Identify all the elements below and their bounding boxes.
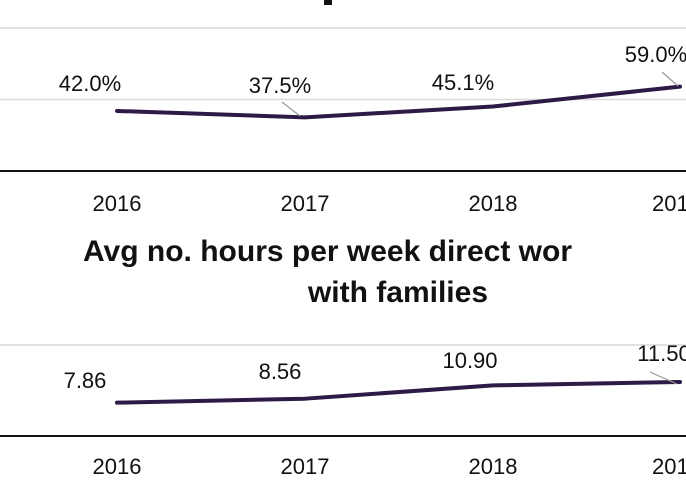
- x-tick-label: 2017: [281, 191, 330, 216]
- label-leader: [661, 71, 679, 87]
- x-tick-label: 2016: [93, 191, 142, 216]
- data-label: 45.1%: [432, 70, 494, 95]
- data-line: [115, 379, 682, 405]
- data-label: 11.50: [637, 341, 686, 366]
- data-line: [115, 84, 682, 120]
- data-label: 37.5%: [249, 73, 311, 98]
- label-leader: [281, 101, 301, 117]
- data-label: 42.0%: [59, 71, 121, 96]
- x-tick-label: 2016: [93, 454, 142, 479]
- chart-title: Avg no. hours per week direct wor: [83, 235, 572, 268]
- x-tick-label: 2018: [469, 191, 518, 216]
- x-tick-label: 201: [652, 191, 686, 216]
- data-label: 59.0%: [625, 42, 686, 67]
- x-tick-label: 2018: [469, 454, 518, 479]
- x-tick-label: 201: [652, 454, 686, 479]
- data-label: 7.86: [64, 368, 107, 393]
- cropped-title-fragment: [324, 0, 332, 5]
- data-label: 10.90: [442, 348, 497, 373]
- x-tick-label: 2017: [281, 454, 330, 479]
- data-label: 8.56: [259, 359, 302, 384]
- label-leader: [649, 371, 678, 385]
- chart-title: with families: [307, 276, 488, 309]
